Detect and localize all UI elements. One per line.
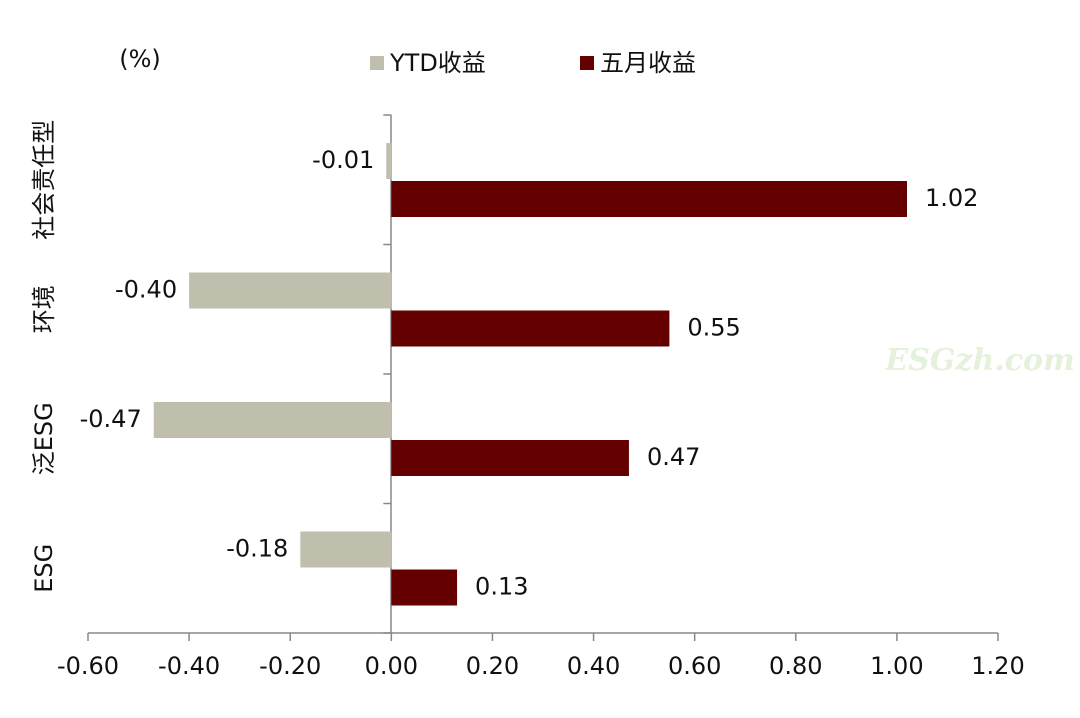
x-tick-label: -0.60 bbox=[57, 652, 119, 680]
x-tick-label: 1.00 bbox=[870, 652, 923, 680]
unit-label: (%) bbox=[119, 45, 161, 73]
x-tick-label: -0.40 bbox=[158, 652, 220, 680]
value-label: 0.55 bbox=[687, 314, 740, 342]
bar bbox=[391, 181, 907, 217]
legend-swatch bbox=[580, 56, 594, 70]
x-tick-label: 0.80 bbox=[769, 652, 822, 680]
watermark: ESGzh.com bbox=[884, 343, 1074, 378]
bar bbox=[386, 143, 392, 179]
value-label: -0.40 bbox=[115, 276, 177, 304]
x-tick-label: 1.20 bbox=[971, 652, 1024, 680]
category-label: 社会责任型 bbox=[30, 120, 58, 240]
category-label: 泛ESG bbox=[30, 402, 58, 475]
bar bbox=[391, 440, 629, 476]
category-label: 环境 bbox=[30, 285, 58, 333]
x-tick-label: 0.60 bbox=[668, 652, 721, 680]
bar bbox=[189, 272, 392, 309]
value-label: 0.47 bbox=[647, 443, 700, 471]
legend-label: 五月收益 bbox=[600, 49, 696, 77]
value-label: 0.13 bbox=[475, 573, 528, 601]
category-label: ESG bbox=[30, 544, 58, 593]
bar bbox=[391, 310, 670, 347]
bar bbox=[153, 402, 392, 438]
bar bbox=[300, 531, 392, 568]
legend-label: YTD收益 bbox=[389, 49, 486, 77]
value-label: 1.02 bbox=[925, 184, 978, 212]
value-label: -0.01 bbox=[312, 146, 374, 174]
value-label: -0.18 bbox=[226, 535, 288, 563]
x-tick-label: 0.40 bbox=[567, 652, 620, 680]
x-tick-label: 0.20 bbox=[466, 652, 519, 680]
legend-swatch bbox=[370, 56, 384, 70]
value-label: -0.47 bbox=[80, 405, 142, 433]
bar bbox=[391, 569, 458, 606]
x-tick-label: 0.00 bbox=[365, 652, 418, 680]
x-tick-label: -0.20 bbox=[259, 652, 321, 680]
